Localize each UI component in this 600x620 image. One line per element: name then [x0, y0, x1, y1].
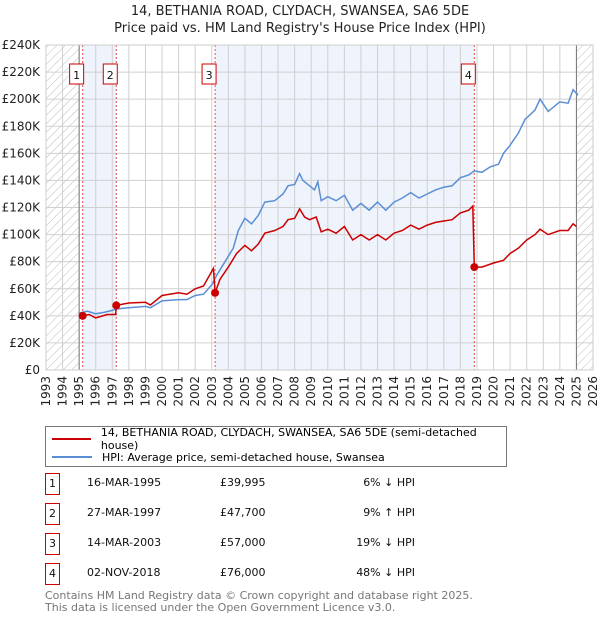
x-tick-label: 2019 [470, 376, 484, 407]
sale-label-box [201, 63, 217, 85]
x-tick-label: 2013 [371, 376, 385, 407]
hpi-diff: 6% ↓ HPI [363, 476, 415, 489]
x-tick-label: 2012 [354, 376, 368, 407]
property-price-line [82, 204, 577, 319]
x-tick-label: 2008 [288, 376, 302, 407]
sale-label-box [102, 63, 118, 85]
sale-number: 1 [45, 473, 60, 495]
y-tick-label: £140K [2, 173, 42, 187]
legend-label: 14, BETHANIA ROAD, CLYDACH, SWANSEA, SA6… [100, 426, 477, 452]
sale-label: 3 [206, 69, 213, 82]
sale-date: 16-MAR-1995 [87, 476, 162, 489]
x-tick-label: 2002 [188, 376, 202, 407]
x-tick-label: 2006 [254, 376, 268, 407]
hpi-diff: 19% ↓ HPI [356, 536, 415, 549]
x-tick-label: 1996 [89, 376, 103, 407]
x-tick-label: 1999 [138, 376, 152, 407]
footer: Contains HM Land Registry data © Crown c… [45, 590, 473, 614]
hpi-diff: 9% ↑ HPI [363, 506, 415, 519]
sale-price: £57,000 [220, 536, 266, 549]
sale-point [211, 288, 220, 297]
y-tick-label: £0 [25, 363, 40, 377]
x-tick-label: 2015 [404, 376, 418, 407]
y-tick-label: £220K [2, 65, 42, 79]
x-tick-label: 2003 [205, 376, 219, 407]
sale-date: 27-MAR-1997 [87, 506, 162, 519]
x-tick-label: 2017 [437, 376, 451, 407]
sale-price: £47,700 [220, 506, 266, 519]
x-tick-label: 2024 [553, 376, 567, 407]
hpi-line [79, 88, 579, 315]
plot-frame [45, 44, 594, 371]
x-tick-label: 1997 [105, 376, 119, 407]
y-tick-label: £80K [9, 255, 41, 269]
y-tick-label: £100K [2, 228, 42, 242]
x-tick-label: 2014 [387, 376, 401, 407]
x-tick-label: 2023 [536, 376, 550, 407]
x-tick-label: 2010 [321, 376, 335, 407]
y-tick-label: £200K [2, 92, 42, 106]
x-tick-label: 2021 [503, 376, 517, 407]
x-tick-label: 2026 [586, 376, 600, 407]
sale-price: £39,995 [220, 476, 266, 489]
x-tick-label: 1998 [122, 376, 136, 407]
x-tick-label: 2005 [238, 376, 252, 407]
sale-label-box [69, 63, 85, 85]
x-tick-label: 2022 [520, 376, 534, 407]
footer-copyright: Contains HM Land Registry data © Crown c… [45, 589, 473, 602]
sale-label: 4 [465, 69, 472, 82]
footer-licence: This data is licensed under the Open Gov… [45, 601, 396, 614]
sale-label: 1 [73, 69, 80, 82]
hpi-diff: 48% ↓ HPI [356, 566, 415, 579]
x-tick-label: 2004 [221, 376, 235, 407]
x-tick-label: 2020 [487, 376, 501, 407]
legend: 14, BETHANIA ROAD, CLYDACH, SWANSEA, SA6… [45, 426, 507, 467]
sale-date: 14-MAR-2003 [87, 536, 162, 549]
y-tick-label: £40K [9, 309, 41, 323]
legend-item-property: 14, BETHANIA ROAD, CLYDACH, SWANSEA, SA6… [52, 426, 506, 452]
legend-item-hpi: HPI: Average price, semi-detached house,… [52, 449, 385, 465]
sale-point [78, 311, 87, 320]
x-tick-label: 2016 [420, 376, 434, 407]
x-tick-label: 1993 [39, 376, 53, 407]
chart-subtitle: Price paid vs. HM Land Registry's House … [114, 21, 486, 36]
y-tick-label: £240K [2, 38, 42, 52]
x-tick-label: 2000 [155, 376, 169, 407]
x-tick-label: 2007 [271, 376, 285, 407]
sale-date: 02-NOV-2018 [87, 566, 161, 579]
sale-number: 3 [45, 533, 60, 555]
sale-label-box [460, 63, 476, 85]
legend-label: HPI: Average price, semi-detached house,… [102, 450, 385, 464]
sale-point [112, 301, 121, 310]
chart-title: 14, BETHANIA ROAD, CLYDACH, SWANSEA, SA6… [130, 4, 470, 19]
y-tick-label: £60K [9, 282, 41, 296]
y-tick-label: £160K [2, 146, 42, 160]
x-tick-label: 2001 [172, 376, 186, 407]
x-tick-label: 2011 [337, 376, 351, 407]
sale-label: 2 [107, 69, 114, 82]
x-tick-label: 2018 [453, 376, 467, 407]
y-tick-label: £180K [2, 119, 42, 133]
sale-price: £76,000 [220, 566, 266, 579]
y-tick-label: £20K [9, 336, 41, 350]
sale-point [470, 263, 479, 272]
x-tick-label: 1995 [72, 376, 86, 407]
y-tick-label: £120K [2, 201, 42, 215]
blue-line-swatch [52, 456, 92, 458]
x-tick-label: 1994 [56, 376, 70, 407]
x-tick-label: 2025 [569, 376, 583, 407]
red-line-swatch [52, 438, 91, 440]
x-tick-label: 2009 [304, 376, 318, 407]
sale-number: 4 [45, 563, 60, 585]
sale-number: 2 [45, 503, 60, 525]
price-chart: 1 2 3 4 1993 1994 1995 1996 1997 1998 1999 2000 2001… [2, 38, 600, 407]
